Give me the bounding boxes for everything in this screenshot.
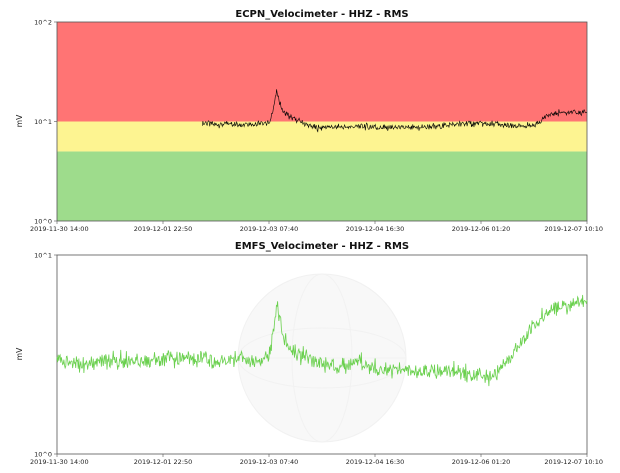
y-tick-label: 10^1: [34, 118, 52, 126]
x-tick-label: 2019-12-06 01:20: [452, 225, 511, 233]
x-tick-label: 2019-12-03 07:40: [240, 458, 299, 466]
x-tick-label: 2019-12-04 16:30: [346, 225, 405, 233]
chart-emfs-title: EMFS_Velocimeter - HHZ - RMS: [235, 241, 409, 252]
x-tick-label: 2019-12-07 10:10: [544, 458, 603, 466]
y-tick-label: 10^1: [34, 251, 52, 259]
x-tick-label: 2019-12-03 07:40: [240, 225, 299, 233]
x-tick-label: 2019-11-30 14:00: [30, 458, 89, 466]
threshold-bands: [57, 22, 587, 221]
chart-ecpn-ylabel: mV: [15, 114, 24, 127]
threshold-band-0: [57, 151, 587, 221]
series-line-1-0: [56, 294, 588, 387]
y-tick-label: 10^0: [34, 217, 52, 225]
chart-emfs-ylabel: mV: [15, 347, 24, 360]
x-tick-label: 2019-12-06 01:20: [452, 458, 511, 466]
x-tick-label: 2019-12-07 10:10: [544, 225, 603, 233]
x-tick-label: 2019-12-04 16:30: [346, 458, 405, 466]
y-tick-label: 10^2: [34, 18, 52, 26]
chart-ecpn: ECPN_Velocimeter - HHZ - RMS 10^0 10^1 10^…: [15, 9, 603, 233]
threshold-band-2: [57, 22, 587, 122]
y-tick-label: 10^0: [34, 450, 52, 458]
chart-emfs: EMFS_Velocimeter - HHZ - RMS 10^0 10^1 20…: [15, 241, 603, 466]
x-tick-label: 2019-12-01 22:50: [134, 458, 193, 466]
x-tick-label: 2019-11-30 14:00: [30, 225, 89, 233]
x-tick-label: 2019-12-01 22:50: [134, 225, 193, 233]
series-line-0-0: [201, 89, 588, 133]
chart-emfs-frame: [56, 254, 588, 455]
chart-ecpn-title: ECPN_Velocimeter - HHZ - RMS: [235, 9, 408, 20]
